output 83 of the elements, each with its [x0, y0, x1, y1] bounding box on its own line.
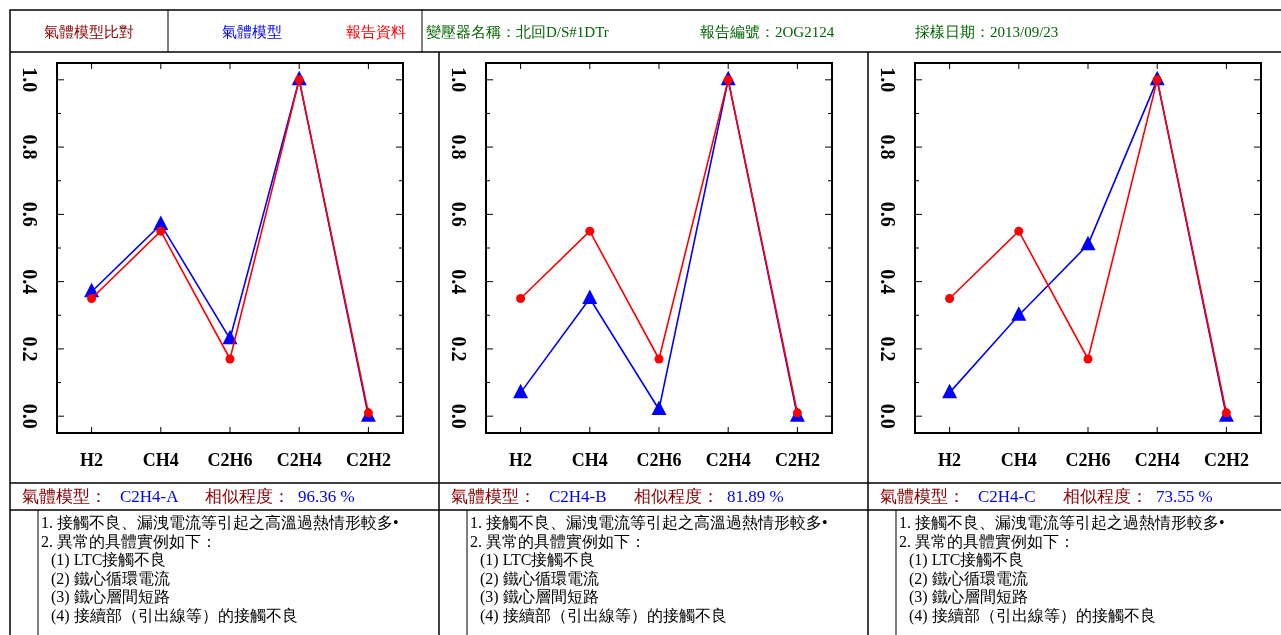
- text: (4) 接續部（引出線等）的接觸不良: [480, 606, 727, 625]
- point: [1014, 226, 1024, 236]
- y-tick-label: 0.6: [877, 201, 899, 227]
- x-tick-label: H2: [509, 450, 533, 470]
- text: 相似程度：: [1063, 487, 1148, 506]
- text: (3) 鐵心層間短路: [51, 588, 170, 606]
- text: (1) LTC接觸不良: [909, 551, 1025, 569]
- text: 2. 異常的具體實例如下：: [470, 532, 646, 550]
- text: 1. 接觸不良、漏洩電流等引起之過熱情形較多•: [899, 514, 1225, 531]
- y-tick-label: 0.2: [877, 336, 899, 362]
- text: 氣體模型：: [451, 487, 536, 506]
- text: (4) 接續部（引出線等）的接觸不良: [909, 606, 1156, 625]
- text: 相似程度：: [205, 487, 290, 506]
- x-tick-label: CH4: [142, 450, 179, 470]
- x-tick-label: C2H6: [1065, 450, 1111, 470]
- point: [654, 354, 664, 364]
- point: [513, 383, 529, 399]
- x-tick-label: C2H2: [774, 450, 820, 470]
- x-tick-label: C2H6: [207, 450, 253, 470]
- x-tick-label: C2H2: [345, 450, 391, 470]
- text: 2. 異常的具體實例如下：: [899, 532, 1075, 550]
- text: 1. 接觸不良、漏洩電流等引起之高溫過熱情形較多•: [470, 514, 828, 531]
- point: [87, 293, 97, 303]
- text: (2) 鐵心循環電流: [480, 569, 599, 588]
- y-tick-label: 0.4: [448, 269, 470, 295]
- text: 96.36 %: [298, 487, 355, 506]
- chart-title: 氣體模型比對: [44, 24, 134, 40]
- y-tick-label: 0.0: [448, 403, 470, 429]
- y-tick-label: 0.8: [19, 134, 41, 160]
- y-tick-label: 0.0: [19, 403, 41, 429]
- point: [585, 226, 595, 236]
- point: [1011, 306, 1027, 321]
- y-tick-label: 0.6: [19, 201, 41, 227]
- y-tick-label: 0.8: [877, 134, 899, 160]
- text: (1) LTC接觸不良: [51, 551, 167, 569]
- text: 採樣日期：2013/09/23: [915, 24, 1059, 40]
- y-tick-label: 1.0: [877, 67, 899, 93]
- point: [945, 293, 955, 303]
- x-tick-label: CH4: [1000, 450, 1037, 470]
- x-tick-label: CH4: [571, 450, 608, 470]
- legend: 氣體模型 報告資料: [222, 24, 406, 40]
- text: 變壓器名稱：北回D/S#1DTr: [426, 24, 609, 40]
- text: 相似程度：: [634, 487, 719, 506]
- text: (4) 接續部（引出線等）的接觸不良: [51, 606, 298, 625]
- y-tick-label: 0.0: [877, 403, 899, 429]
- text: (3) 鐵心層間短路: [480, 588, 599, 606]
- y-tick-label: 0.2: [448, 336, 470, 362]
- x-tick-label: C2H4: [1134, 450, 1180, 470]
- text: 氣體模型：: [880, 487, 965, 506]
- x-tick-label: C2H6: [636, 450, 682, 470]
- x-tick-label: C2H4: [276, 450, 322, 470]
- point: [225, 354, 235, 364]
- text: 81.89 %: [727, 487, 784, 506]
- point: [156, 226, 166, 236]
- y-tick-label: 0.4: [877, 269, 899, 295]
- x-tick-label: H2: [938, 450, 962, 470]
- text: 報告編號：2OG2124: [700, 24, 835, 40]
- text: 1. 接觸不良、漏洩電流等引起之高溫過熱情形較多•: [41, 514, 399, 531]
- point: [651, 400, 667, 415]
- text: C2H4-B: [549, 487, 607, 506]
- text: 2. 異常的具體實例如下：: [41, 532, 217, 550]
- point: [1080, 235, 1096, 251]
- text: 氣體模型：: [22, 487, 107, 506]
- text: (2) 鐵心循環電流: [51, 569, 170, 588]
- text: C2H4-A: [120, 487, 180, 506]
- point: [942, 383, 958, 399]
- y-tick-label: 0.6: [448, 201, 470, 227]
- y-tick-label: 1.0: [448, 67, 470, 93]
- text: 73.55 %: [1156, 487, 1213, 506]
- y-tick-label: 0.2: [19, 336, 41, 362]
- x-tick-label: H2: [80, 450, 104, 470]
- x-tick-label: C2H2: [1203, 450, 1249, 470]
- point: [1083, 354, 1093, 364]
- text: (1) LTC接觸不良: [480, 551, 596, 569]
- text: (2) 鐵心循環電流: [909, 569, 1028, 588]
- point: [516, 293, 526, 303]
- x-tick-label: C2H4: [705, 450, 751, 470]
- y-tick-label: 0.4: [19, 269, 41, 295]
- y-tick-label: 0.8: [448, 134, 470, 160]
- text: (3) 鐵心層間短路: [909, 588, 1028, 606]
- point: [582, 289, 598, 304]
- y-tick-label: 1.0: [19, 67, 41, 93]
- text: C2H4-C: [978, 487, 1036, 506]
